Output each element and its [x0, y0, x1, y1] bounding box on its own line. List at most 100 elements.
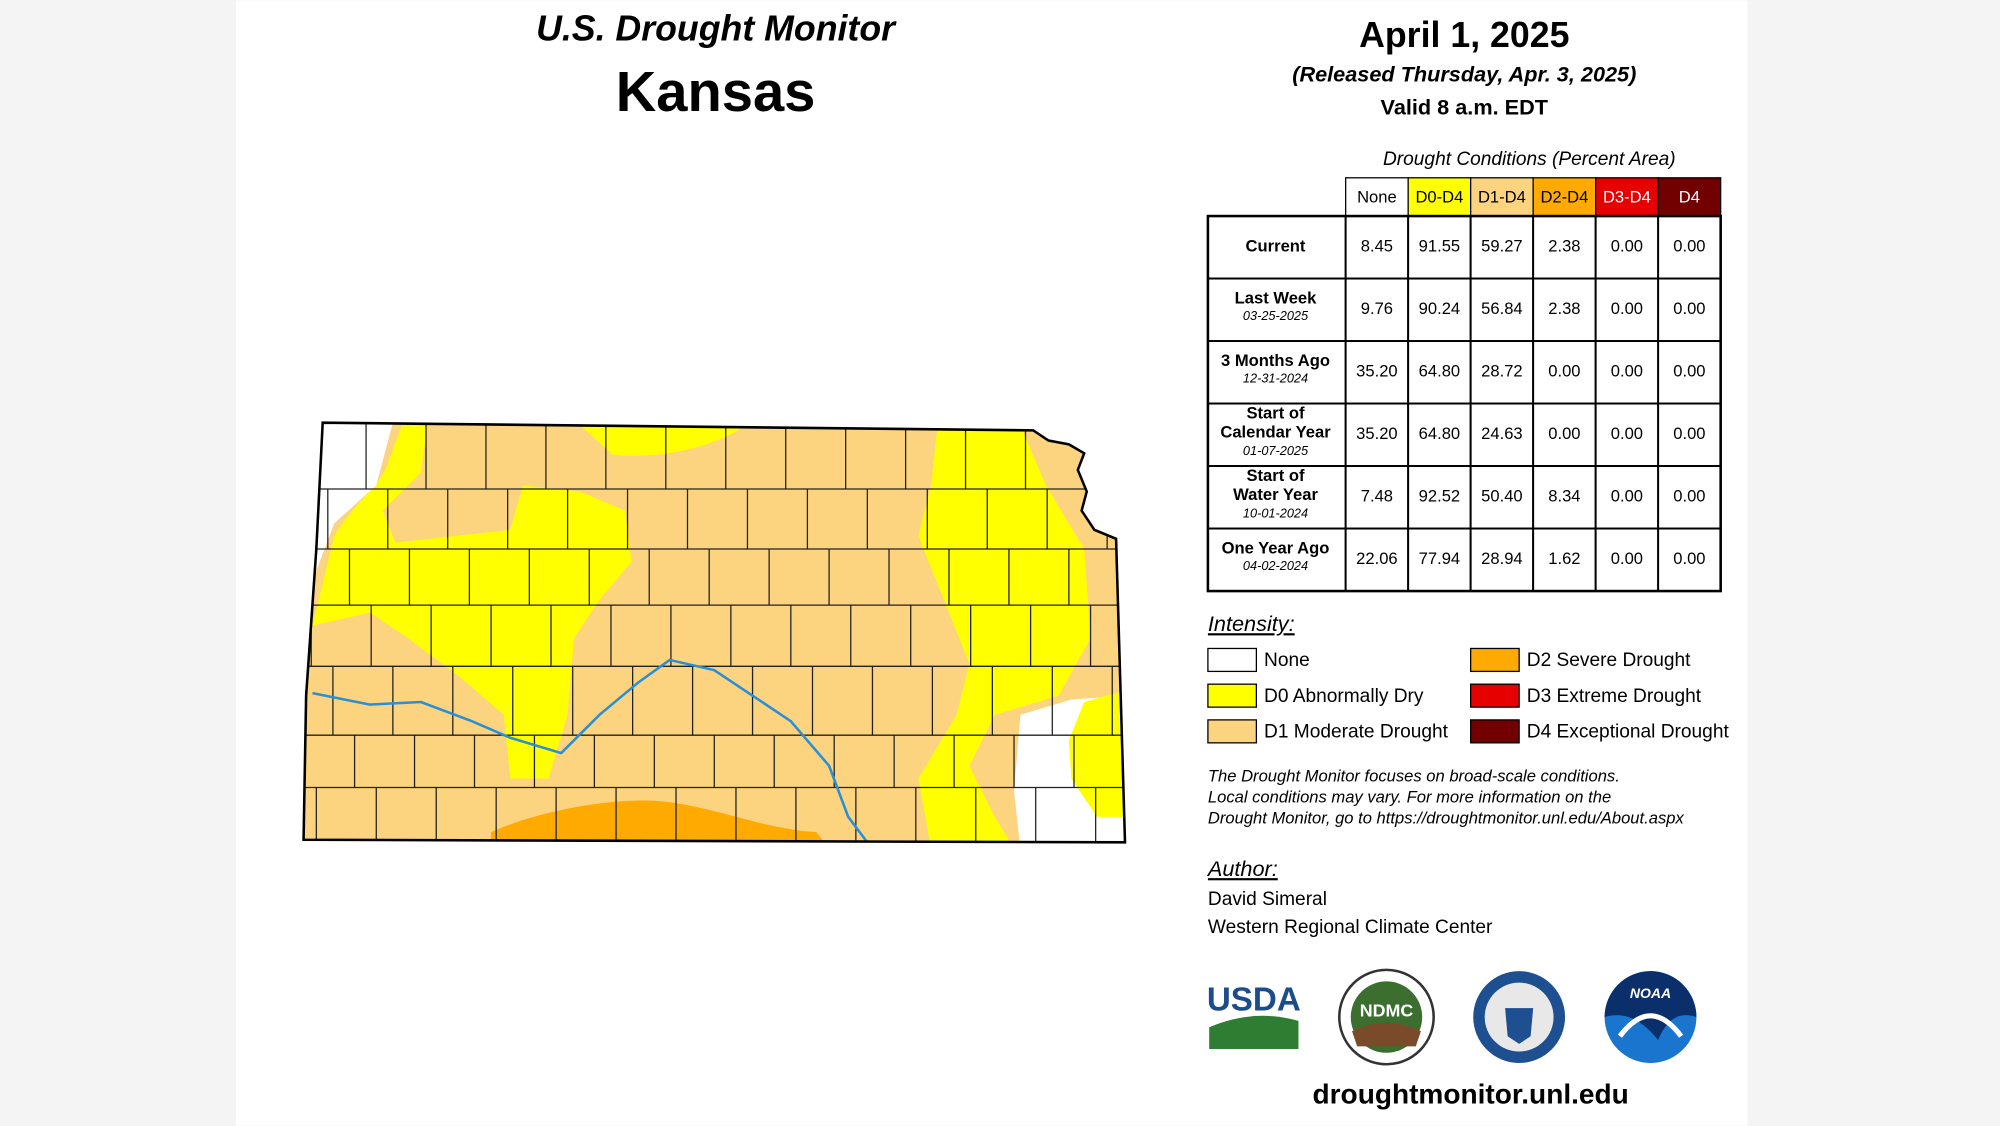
- legend-label: D3 Extreme Drought: [1527, 686, 1702, 707]
- value: 9.76: [1361, 299, 1393, 318]
- value-cell: [1594, 277, 1660, 343]
- value: 90.24: [1419, 299, 1461, 318]
- logo-text: NDMC: [1360, 1001, 1414, 1021]
- value: 1.62: [1548, 549, 1580, 568]
- row-date: 01-07-2025: [1243, 443, 1309, 458]
- row-label: Start of Calendar Year: [1220, 404, 1331, 442]
- region: Kansas: [616, 60, 816, 123]
- legend-swatch: [1207, 719, 1258, 744]
- value-cell: [1657, 402, 1722, 468]
- value: 28.72: [1481, 362, 1523, 381]
- value-cell: [1469, 277, 1535, 343]
- value: 2.38: [1548, 299, 1580, 318]
- legend-label: None: [1264, 650, 1310, 671]
- value: 0.00: [1611, 237, 1643, 256]
- legend-label: D0 Abnormally Dry: [1264, 686, 1424, 707]
- legend-swatch: [1207, 683, 1258, 708]
- column-header: D4: [1679, 188, 1700, 207]
- author-title: Author:: [1206, 856, 1278, 881]
- value: 35.20: [1356, 362, 1398, 381]
- value: 0.00: [1673, 487, 1705, 506]
- commerce-logo: [1473, 971, 1566, 1063]
- value-cell: [1344, 402, 1410, 468]
- column-header: D1-D4: [1478, 188, 1526, 207]
- legend-swatch: [1470, 719, 1520, 744]
- value: 0.00: [1611, 424, 1643, 443]
- value: 64.80: [1419, 424, 1461, 443]
- value-cell: [1594, 340, 1660, 405]
- column-header-cell: [1532, 177, 1597, 217]
- column-header-cell: [1657, 177, 1722, 217]
- value: 0.00: [1673, 299, 1705, 318]
- column-header: D2-D4: [1540, 188, 1588, 207]
- row-date: 10-01-2024: [1243, 505, 1308, 520]
- legend-label: D4 Exceptional Drought: [1527, 722, 1730, 743]
- value: 0.00: [1673, 424, 1705, 443]
- value: 0.00: [1673, 549, 1705, 568]
- value-cell: [1532, 465, 1597, 530]
- value: 8.34: [1548, 487, 1580, 506]
- usda-logo: USDA: [1207, 982, 1301, 1049]
- legend-label: D1 Moderate Drought: [1264, 722, 1449, 743]
- column-header: D3-D4: [1603, 188, 1651, 207]
- value-cell: [1532, 277, 1597, 343]
- url: droughtmonitor.unl.edu: [1313, 1079, 1629, 1110]
- row-label-cell: [1206, 277, 1347, 343]
- legend-label: D2 Severe Drought: [1527, 650, 1691, 671]
- row-label: Start of Water Year: [1233, 466, 1318, 504]
- ndmc-logo: NDMC: [1338, 968, 1435, 1066]
- column-header: D0-D4: [1415, 188, 1463, 207]
- value: 0.00: [1611, 487, 1643, 506]
- value: 0.00: [1673, 237, 1705, 256]
- row-label-cell: [1206, 527, 1347, 593]
- value: 0.00: [1611, 299, 1643, 318]
- notes: The Drought Monitor focuses on broad-sca…: [1208, 767, 1685, 828]
- value: 50.40: [1481, 487, 1523, 506]
- valid: Valid 8 a.m. EDT: [1381, 95, 1548, 120]
- logo-text: NOAA: [1630, 985, 1671, 1001]
- note-line: Drought Monitor, go to https://droughtmo…: [1208, 809, 1685, 828]
- value: 24.63: [1481, 424, 1523, 443]
- value-cell: [1532, 402, 1597, 468]
- table-border: [1206, 214, 1722, 593]
- noaa-logo: NOAA: [1604, 971, 1697, 1063]
- value-cell: [1469, 215, 1535, 280]
- author-name: David Simeral: [1208, 889, 1327, 910]
- value: 28.94: [1481, 549, 1523, 568]
- conditions-table: None D0-D4 D1-D4 D2-D4 D3-D4 D4 Current 8.45 91.…: [1206, 177, 1722, 593]
- date: April 1, 2025: [1359, 15, 1569, 55]
- row-label-cell: [1206, 465, 1347, 530]
- row-label: One Year Ago: [1222, 538, 1330, 557]
- value-cell: [1344, 465, 1410, 530]
- logo-text: USDA: [1207, 982, 1301, 1019]
- value: 0.00: [1673, 362, 1705, 381]
- note-line: Local conditions may vary. For more info…: [1208, 788, 1611, 807]
- row-label: 3 Months Ago: [1221, 351, 1330, 370]
- row-label: Current: [1246, 237, 1306, 256]
- author-org: Western Regional Climate Center: [1208, 917, 1493, 938]
- value: 7.48: [1361, 487, 1393, 506]
- row-date: 12-31-2024: [1243, 371, 1308, 386]
- column-header-cell: [1595, 177, 1659, 217]
- released: (Released Thursday, Apr. 3, 2025): [1292, 61, 1636, 86]
- column-header-cell: [1345, 177, 1409, 217]
- value: 64.80: [1419, 362, 1461, 381]
- value-cell: [1532, 340, 1597, 405]
- row-label-cell: [1206, 340, 1347, 405]
- row-date: 04-02-2024: [1243, 558, 1308, 573]
- value: 0.00: [1611, 549, 1643, 568]
- state-outline: [302, 421, 1127, 844]
- column-header: None: [1357, 188, 1397, 207]
- note-line: The Drought Monitor focuses on broad-sca…: [1208, 767, 1620, 786]
- value-cell: [1469, 465, 1535, 530]
- legend-swatch: [1207, 647, 1258, 673]
- kansas-map: [303, 422, 1125, 843]
- value: 56.84: [1481, 299, 1523, 318]
- value: 8.45: [1361, 237, 1393, 256]
- row-date: 03-25-2025: [1243, 308, 1309, 323]
- value: 35.20: [1356, 424, 1398, 443]
- value-cell: [1532, 527, 1597, 593]
- value: 0.00: [1611, 362, 1643, 381]
